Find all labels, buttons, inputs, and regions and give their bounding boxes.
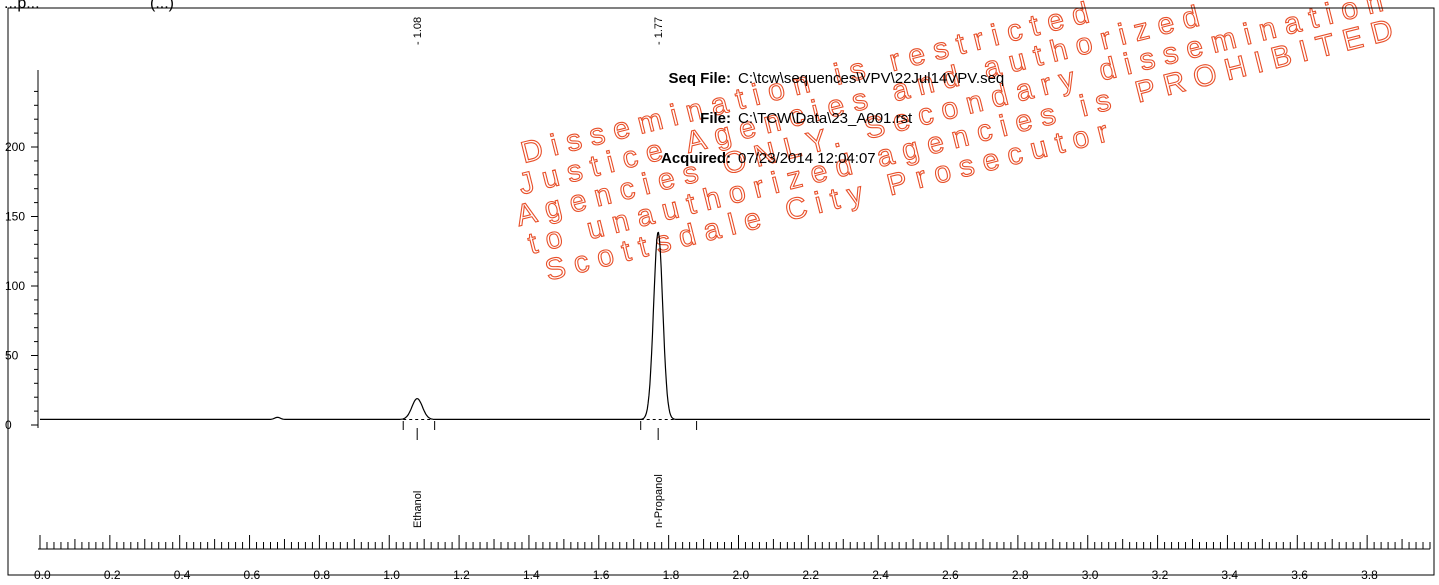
file-label: File: — [700, 110, 731, 127]
header-partial-title: (...) — [150, 0, 174, 12]
x-tick-label: 3.0 — [1082, 568, 1099, 582]
x-tick-label: 0.4 — [174, 568, 191, 582]
x-tick-label: 2.6 — [942, 568, 959, 582]
x-tick-label: 1.4 — [523, 568, 540, 582]
x-tick-label: 0.2 — [104, 568, 121, 582]
info-block: Seq File: C:\tcw\sequences\VPV\22Jul14VP… — [661, 70, 1004, 167]
x-tick-label: 0.8 — [313, 568, 330, 582]
x-tick-label: 1.8 — [663, 568, 680, 582]
acquired-label: Acquired: — [661, 150, 731, 167]
chromatogram-trace — [40, 231, 1430, 420]
y-tick-label: 100 — [5, 279, 25, 293]
x-tick-label: 3.8 — [1361, 568, 1378, 582]
watermark: Dissemination is restricted Justice Agen… — [512, 0, 1405, 288]
seq-file-label: Seq File: — [668, 70, 731, 87]
plot-frame — [7, 7, 1435, 576]
y-tick-label: 200 — [5, 140, 25, 154]
header-partial-title: ...p... — [4, 0, 40, 12]
x-tick-label: 0.0 — [34, 568, 51, 582]
y-tick-label: 0 — [5, 418, 12, 432]
x-tick-label: 2.8 — [1012, 568, 1029, 582]
x-tick-label: 2.4 — [872, 568, 889, 582]
compound-name-label: n-Propanol — [653, 474, 665, 528]
x-tick-label: 2.0 — [732, 568, 749, 582]
x-tick-label: 3.4 — [1221, 568, 1238, 582]
x-tick-label: 3.2 — [1152, 568, 1169, 582]
y-tick-label: 150 — [5, 210, 25, 224]
x-tick-label: 2.2 — [802, 568, 819, 582]
x-tick-label: 1.2 — [453, 568, 470, 582]
retention-time-label: - 1.77 — [653, 17, 665, 45]
x-tick-label: 0.6 — [244, 568, 261, 582]
y-tick-label: 50 — [5, 349, 19, 363]
acquired-value: 07/23/2014 12:04:07 — [738, 150, 876, 167]
file-value: C:\TCW\Data\23_A001.rst — [738, 110, 913, 127]
x-tick-label: 1.6 — [593, 568, 610, 582]
x-tick-label: 3.6 — [1291, 568, 1308, 582]
compound-name-label: Ethanol — [412, 491, 424, 528]
seq-file-value: C:\tcw\sequences\VPV\22Jul14VPV.seq — [738, 70, 1004, 87]
retention-time-label: - 1.08 — [412, 17, 424, 45]
x-tick-label: 1.0 — [383, 568, 400, 582]
